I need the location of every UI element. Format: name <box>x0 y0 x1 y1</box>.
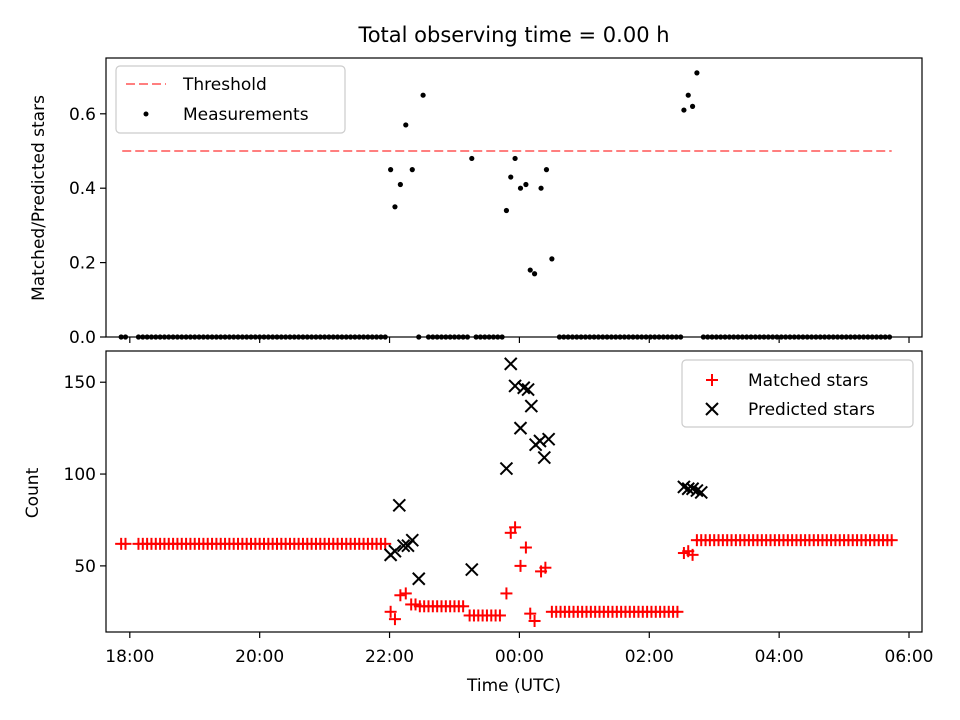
predicted-point <box>690 483 704 498</box>
top-x-axis <box>129 337 910 343</box>
bottom-marks <box>115 357 898 627</box>
measurement-point <box>523 181 529 188</box>
x-tick-label: 00:00 <box>495 647 544 667</box>
y-tick-label: 150 <box>64 373 96 393</box>
matched-point <box>519 541 532 554</box>
legend-predicted-marker <box>705 402 719 416</box>
legend-predicted-label: Predicted stars <box>748 400 875 420</box>
bottom-ylabel: Count <box>23 467 43 518</box>
x-tick-label: 04:00 <box>755 647 804 667</box>
matched-point <box>119 537 132 550</box>
y-tick-label: 50 <box>74 557 96 577</box>
measurement-point <box>527 267 533 273</box>
measurement-point <box>538 185 544 191</box>
matched-point <box>388 613 401 626</box>
measurement-point <box>397 181 403 188</box>
matched-point <box>509 521 522 534</box>
x-tick-label: 18:00 <box>105 647 154 667</box>
top-legend-box <box>115 65 346 134</box>
measurement-point <box>512 155 518 162</box>
matched-point <box>457 600 470 613</box>
measurement-point <box>543 167 550 173</box>
matched-point <box>399 587 412 600</box>
measurement-point <box>549 256 555 262</box>
matched-point <box>493 609 506 622</box>
matched-point <box>528 614 541 627</box>
predicted-point <box>392 498 406 512</box>
measurement-point <box>517 185 524 191</box>
matched-point <box>379 537 392 550</box>
bottom-xlabel: Time (UTC) <box>466 676 561 696</box>
measurement-point <box>388 167 394 173</box>
x-tick-label: 20:00 <box>235 647 284 667</box>
top-title: Total observing time = 0.00 h <box>357 23 669 47</box>
matched-point <box>514 559 527 572</box>
legend-matched-label: Matched stars <box>748 371 868 391</box>
measurement-point <box>694 70 700 76</box>
matched-point <box>384 605 397 618</box>
predicted-point <box>694 485 708 500</box>
measurement-point <box>681 107 687 113</box>
predicted-point <box>465 562 479 577</box>
measurement-point <box>508 174 514 180</box>
bottom-axes-frame <box>105 350 923 633</box>
predicted-point <box>541 432 556 446</box>
top-axes-frame <box>105 57 923 338</box>
matched-point <box>539 561 552 574</box>
y-tick-label: 0.4 <box>69 179 96 199</box>
matched-point <box>686 548 699 561</box>
matched-point <box>500 587 513 600</box>
x-tick-label: 22:00 <box>365 647 414 667</box>
y-tick-label: 0.6 <box>69 105 96 125</box>
bottom-legend: Matched stars Predicted stars <box>681 359 914 428</box>
y-tick-label: 0.2 <box>69 254 96 274</box>
predicted-point <box>388 544 402 558</box>
measurement-point <box>685 92 691 98</box>
predicted-point <box>412 572 426 586</box>
predicted-point <box>517 381 531 395</box>
bottom-y-axis: 50 100 150 <box>64 373 106 577</box>
bottom-legend-box <box>681 359 914 428</box>
predicted-point <box>513 421 528 435</box>
measurement-point <box>420 92 426 98</box>
legend-measurements-marker <box>143 111 149 117</box>
measurement-point <box>392 204 398 210</box>
top-ylabel: Matched/Predicted stars <box>29 95 49 301</box>
matched-point <box>394 589 407 602</box>
legend-measurements-label: Measurements <box>183 105 309 125</box>
legend-matched-marker <box>706 374 718 386</box>
series-predicted-stars <box>383 357 708 586</box>
measurement-point <box>403 122 409 128</box>
measurement-point <box>409 167 415 173</box>
matched-point <box>671 605 684 618</box>
predicted-point <box>685 482 700 496</box>
top-legend: Threshold Measurements <box>115 65 346 134</box>
y-tick-label: 100 <box>64 465 96 485</box>
predicted-point <box>405 533 419 547</box>
top-y-axis: 0.0 0.2 0.4 0.6 <box>69 105 106 348</box>
x-tick-label: 06:00 <box>885 647 934 667</box>
measurement-point <box>531 271 538 277</box>
predicted-point <box>499 461 514 476</box>
series-matched-stars <box>115 521 898 627</box>
measurement-point <box>503 207 510 214</box>
predicted-point <box>521 382 535 397</box>
predicted-point <box>396 538 411 553</box>
predicted-point <box>537 450 552 465</box>
bottom-panel: Count Time (UTC) 50 100 150 18:00 20:00 22:0… <box>23 350 934 696</box>
predicted-point <box>524 399 539 413</box>
measurement-point <box>469 155 475 162</box>
top-panel: Total observing time = 0.00 h Matched/Pr… <box>29 23 923 348</box>
measurement-point <box>689 103 696 109</box>
matched-point <box>885 534 898 547</box>
predicted-point <box>504 357 518 371</box>
matched-point <box>524 607 537 620</box>
legend-threshold-label: Threshold <box>182 75 267 95</box>
bottom-x-axis: 18:00 20:00 22:00 00:00 02:00 04:00 06:00 <box>105 632 934 667</box>
x-tick-label: 02:00 <box>625 647 674 667</box>
y-tick-label: 0.0 <box>69 328 96 348</box>
